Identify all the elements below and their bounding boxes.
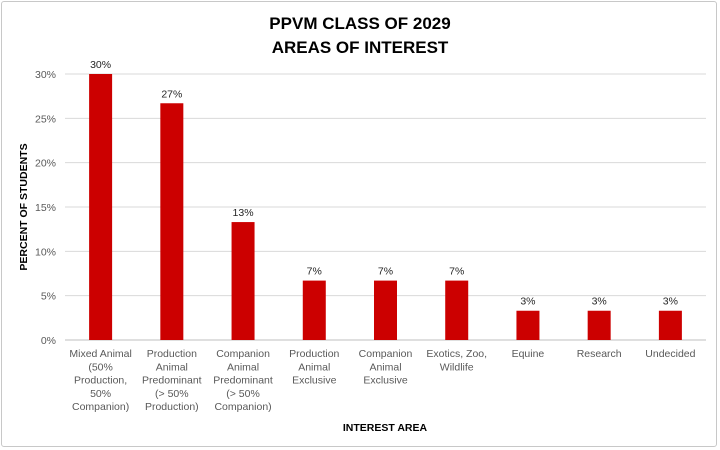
- x-tick-label-line: Equine: [512, 348, 545, 360]
- x-axis-title: INTEREST AREA: [343, 422, 428, 434]
- x-tick-label: Mixed Animal (50% Production, 50% Companion): [69, 348, 131, 413]
- bar: [374, 280, 397, 340]
- x-tick-label-line: Animal: [156, 361, 188, 373]
- y-tick-label: 15%: [35, 202, 56, 214]
- x-tick-label-line: Exotics, Zoo,: [426, 348, 487, 360]
- x-tick-label-line: 50%: [90, 388, 111, 400]
- x-tick-label-line: Exclusive: [363, 375, 408, 387]
- x-tick-label-line: (> 50%: [226, 388, 260, 400]
- y-axis-title: PERCENT OF STUDENTS: [18, 143, 30, 270]
- x-tick-label-line: Mixed Animal: [69, 348, 131, 360]
- x-tick-label-line: Animal: [369, 361, 401, 373]
- x-tick-label-line: Predominant: [142, 375, 202, 387]
- x-tick-label-line: Undecided: [645, 348, 695, 360]
- x-tick-label-line: Companion: [359, 348, 413, 360]
- x-tick-label-line: Wildlife: [440, 361, 474, 373]
- bars: [89, 74, 682, 340]
- data-label: 3%: [592, 296, 607, 308]
- bar: [658, 310, 682, 340]
- x-tick-label-line: Companion): [72, 401, 129, 413]
- y-tick-label: 0%: [41, 335, 56, 347]
- y-tick-label: 5%: [41, 291, 56, 303]
- x-tick-label: Companion Animal Predominant (> 50% Companio…: [213, 348, 273, 413]
- x-tick-label: Undecided: [645, 348, 695, 360]
- y-axis-ticks: 0% 5% 10% 15% 20% 25% 30%: [35, 69, 56, 347]
- x-tick-label-line: Predominant: [213, 375, 273, 387]
- bar: [231, 222, 255, 340]
- data-label: 7%: [378, 266, 393, 278]
- data-label: 13%: [233, 207, 254, 219]
- bar: [516, 310, 540, 340]
- x-tick-label-line: Companion): [214, 401, 271, 413]
- x-tick-label-line: Production: [147, 348, 197, 360]
- x-tick-label-line: (50%: [88, 361, 113, 373]
- data-label: 30%: [90, 59, 111, 71]
- data-label: 7%: [449, 266, 464, 278]
- x-tick-label-line: Production,: [74, 375, 127, 387]
- x-tick-label-line: Production): [145, 401, 199, 413]
- bar: [89, 74, 113, 340]
- x-tick-label-line: (> 50%: [155, 388, 189, 400]
- x-tick-label-line: Companion: [216, 348, 270, 360]
- x-tick-label-line: Production: [289, 348, 339, 360]
- y-tick-label: 20%: [35, 158, 56, 170]
- data-label: 3%: [520, 296, 535, 308]
- bar: [587, 310, 611, 340]
- x-tick-label-line: Animal: [227, 361, 259, 373]
- data-labels: 30% 27% 13% 7% 7% 7% 3% 3% 3%: [90, 59, 678, 308]
- x-tick-label-line: Animal: [298, 361, 330, 373]
- x-axis-ticks: Mixed Animal (50% Production, 50% Companion)…: [69, 348, 695, 413]
- chart-title-line-2: AREAS OF INTEREST: [272, 38, 449, 57]
- x-tick-label-line: Exclusive: [292, 375, 337, 387]
- bar: [445, 280, 469, 340]
- data-label: 27%: [161, 88, 182, 100]
- bar: [160, 103, 184, 340]
- chart-title-line-1: PPVM CLASS OF 2029: [269, 14, 450, 33]
- x-tick-label-line: Research: [577, 348, 622, 360]
- x-tick-label: Companion Animal Exclusive: [359, 348, 413, 387]
- x-tick-label: Research: [577, 348, 622, 360]
- y-tick-label: 30%: [35, 69, 56, 81]
- y-tick-label: 25%: [35, 113, 56, 125]
- x-tick-label: Exotics, Zoo, Wildlife: [426, 348, 487, 373]
- bar: [302, 280, 326, 340]
- x-tick-label: Equine: [512, 348, 545, 360]
- x-tick-label: Production Animal Exclusive: [289, 348, 339, 387]
- x-tick-label: Production Animal Predominant (> 50% Product…: [142, 348, 202, 413]
- y-tick-label: 10%: [35, 246, 56, 258]
- data-label: 3%: [663, 296, 678, 308]
- data-label: 7%: [307, 266, 322, 278]
